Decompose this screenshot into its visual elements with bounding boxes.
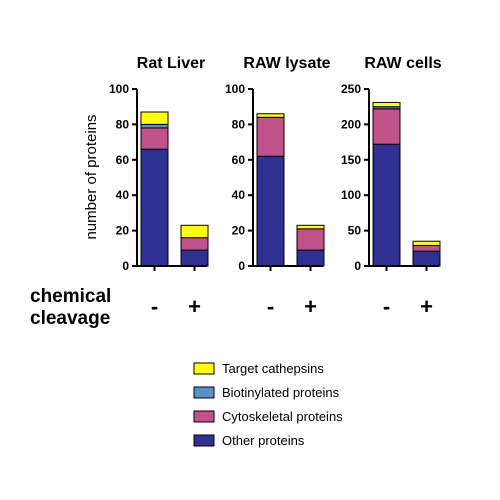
- bar-segment-target-cathepsins: [412, 240, 441, 246]
- y-tick-label: 40: [116, 188, 130, 202]
- chart-panel-1: Rat Liver 0 20 40 60 80 100 - +: [109, 55, 209, 319]
- y-tick-label: 0: [354, 259, 361, 273]
- bar-segment-target-cathepsins: [296, 224, 325, 230]
- bar-segment-target-cathepsins: [256, 113, 285, 118]
- y-tick-label: 80: [116, 117, 130, 131]
- y-tick-label: 0: [122, 259, 129, 273]
- bar-segment-target-cathepsins: [180, 224, 209, 239]
- bar-segment-target-cathepsins: [140, 111, 169, 125]
- legend-label: Target cathepsins: [222, 361, 324, 376]
- bar-segment-cytoskeletal-proteins: [372, 108, 401, 145]
- bar-segment-other-proteins: [180, 249, 209, 267]
- y-tick-label: 250: [341, 82, 361, 96]
- category-label: -: [267, 294, 274, 319]
- bar-segment-other-proteins: [372, 143, 401, 267]
- panel-title: RAW cells: [364, 55, 441, 72]
- y-tick-label: 0: [238, 259, 245, 273]
- chart-panel-3: RAW cells 0 50 100 150 200 250 - +: [341, 55, 442, 319]
- bar-segment-cytoskeletal-proteins: [296, 228, 325, 251]
- y-tick-label: 100: [109, 82, 129, 96]
- legend-swatch: [193, 434, 215, 447]
- bar-segment-other-proteins: [140, 148, 169, 267]
- y-tick-label: 60: [116, 153, 130, 167]
- legend-label: Other proteins: [222, 433, 305, 448]
- bar-segment-cytoskeletal-proteins: [256, 116, 285, 157]
- legend-label: Cytoskeletal proteins: [222, 409, 343, 424]
- legend-swatch: [193, 362, 215, 375]
- y-tick-label: 100: [341, 188, 361, 202]
- chart-panels: Rat Liver 0 20 40 60 80 100 - + RAW lysate 0 20 40 60…: [109, 55, 442, 319]
- bar-segment-other-proteins: [256, 155, 285, 267]
- y-tick-label: 20: [116, 224, 130, 238]
- legend-swatch: [193, 386, 215, 399]
- y-tick-label: 80: [232, 117, 246, 131]
- chart-panel-2: RAW lysate 0 20 40 60 80 100 - +: [225, 55, 331, 319]
- legend-swatch: [193, 410, 215, 423]
- category-label: +: [188, 294, 201, 319]
- condition-label-line1: chemical: [30, 286, 111, 307]
- y-tick-label: 200: [341, 117, 361, 131]
- category-label: -: [383, 294, 390, 319]
- bar-segment-other-proteins: [412, 250, 441, 267]
- panel-title: RAW lysate: [243, 55, 330, 72]
- y-tick-label: 150: [341, 153, 361, 167]
- panel-title: Rat Liver: [137, 55, 205, 72]
- y-tick-label: 20: [232, 224, 246, 238]
- bar-segment-cytoskeletal-proteins: [140, 127, 169, 150]
- y-tick-label: 100: [225, 82, 245, 96]
- y-tick-label: 50: [348, 224, 362, 238]
- bar-segment-biotinylated-proteins: [140, 123, 169, 129]
- bar-segment-cytoskeletal-proteins: [180, 237, 209, 251]
- y-axis-label: number of proteins: [83, 114, 100, 239]
- category-label: +: [420, 294, 433, 319]
- y-tick-label: 60: [232, 153, 246, 167]
- legend-label: Biotinylated proteins: [222, 385, 340, 400]
- bar-segment-target-cathepsins: [372, 101, 401, 108]
- y-tick-label: 40: [232, 188, 246, 202]
- condition-label-line2: cleavage: [30, 308, 110, 329]
- category-label: +: [304, 294, 317, 319]
- category-label: -: [151, 294, 158, 319]
- bar-segment-other-proteins: [296, 249, 325, 267]
- legend: Target cathepsins Biotinylated proteins Cy…: [193, 361, 343, 448]
- bar-segment-cytoskeletal-proteins: [412, 244, 441, 252]
